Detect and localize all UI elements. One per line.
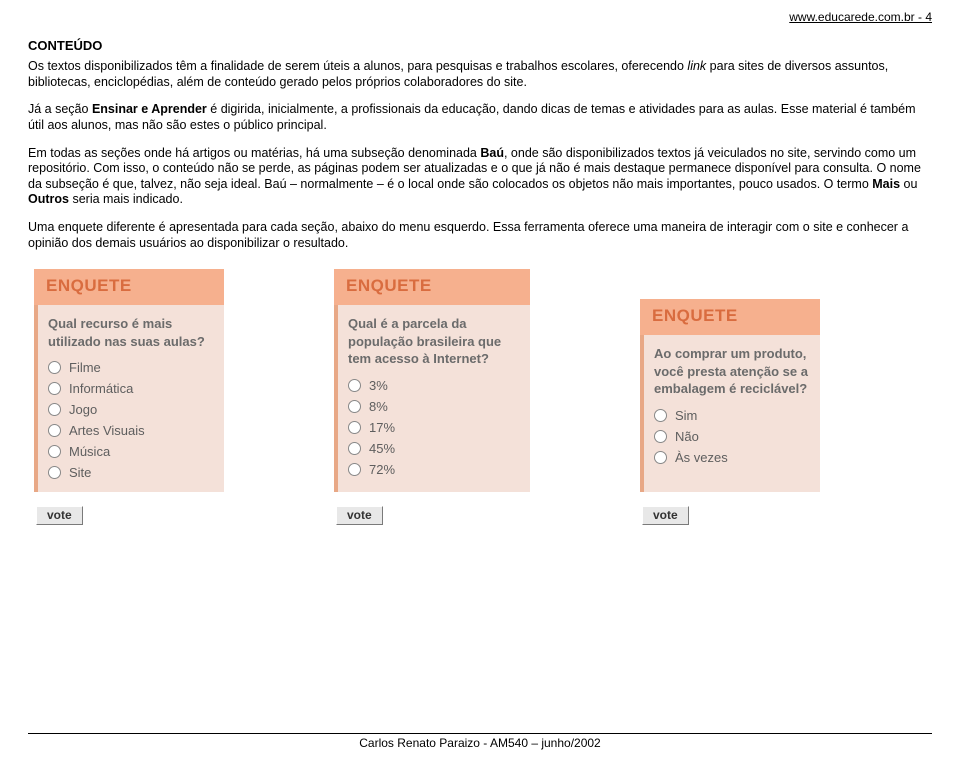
- enquete-body: Qual é a parcela da população brasileira…: [334, 305, 530, 492]
- radio-icon[interactable]: [654, 409, 667, 422]
- option-row[interactable]: Às vezes: [654, 450, 810, 465]
- radio-icon[interactable]: [654, 451, 667, 464]
- radio-icon[interactable]: [348, 379, 361, 392]
- option-label: Filme: [69, 360, 101, 375]
- radio-icon[interactable]: [654, 430, 667, 443]
- radio-icon[interactable]: [348, 442, 361, 455]
- radio-icon[interactable]: [348, 463, 361, 476]
- enquete-question: Qual recurso é mais utilizado nas suas a…: [48, 315, 214, 350]
- radio-icon[interactable]: [48, 424, 61, 437]
- enquete-box-1: ENQUETE Qual recurso é mais utilizado na…: [34, 269, 224, 525]
- enquete-header: ENQUETE: [34, 269, 224, 305]
- p2-text-a: Já a seção: [28, 102, 92, 116]
- radio-icon[interactable]: [48, 445, 61, 458]
- option-label: Não: [675, 429, 699, 444]
- page-footer: Carlos Renato Paraizo - AM540 – junho/20…: [28, 733, 932, 750]
- option-label: Informática: [69, 381, 133, 396]
- radio-icon[interactable]: [48, 403, 61, 416]
- p3-text-d: seria mais indicado.: [69, 192, 183, 206]
- option-label: 72%: [369, 462, 395, 477]
- option-label: Jogo: [69, 402, 97, 417]
- option-row[interactable]: Site: [48, 465, 214, 480]
- option-row[interactable]: Filme: [48, 360, 214, 375]
- paragraph-1: Os textos disponibilizados têm a finalid…: [28, 59, 932, 90]
- p3-text-a: Em todas as seções onde há artigos ou ma…: [28, 146, 480, 160]
- enquete-header: ENQUETE: [334, 269, 530, 305]
- option-label: 45%: [369, 441, 395, 456]
- radio-icon[interactable]: [348, 421, 361, 434]
- enquete-options: Filme Informática Jogo Artes Visuais Mús…: [48, 360, 214, 480]
- vote-button[interactable]: vote: [336, 506, 383, 525]
- vote-wrap: vote: [640, 506, 820, 525]
- p3-bold-2: Mais: [872, 177, 900, 191]
- vote-wrap: vote: [334, 506, 530, 525]
- enquetes-row: ENQUETE Qual recurso é mais utilizado na…: [28, 269, 932, 525]
- enquete-question: Qual é a parcela da população brasileira…: [348, 315, 520, 368]
- p3-text-c: ou: [900, 177, 917, 191]
- enquete-box-3: ENQUETE Ao comprar um produto, você pres…: [640, 299, 820, 525]
- option-label: 17%: [369, 420, 395, 435]
- enquete-header: ENQUETE: [640, 299, 820, 335]
- option-row[interactable]: Sim: [654, 408, 810, 423]
- vote-button[interactable]: vote: [642, 506, 689, 525]
- option-label: 3%: [369, 378, 388, 393]
- option-row[interactable]: 45%: [348, 441, 520, 456]
- enquete-body: Qual recurso é mais utilizado nas suas a…: [34, 305, 224, 492]
- radio-icon[interactable]: [48, 361, 61, 374]
- enquete-options: Sim Não Às vezes: [654, 408, 810, 465]
- p3-bold-1: Baú: [480, 146, 504, 160]
- option-label: Às vezes: [675, 450, 728, 465]
- enquete-header-label: ENQUETE: [652, 306, 738, 325]
- radio-icon[interactable]: [348, 400, 361, 413]
- option-row[interactable]: 3%: [348, 378, 520, 393]
- paragraph-4: Uma enquete diferente é apresentada para…: [28, 220, 932, 251]
- option-row[interactable]: Música: [48, 444, 214, 459]
- option-row[interactable]: Jogo: [48, 402, 214, 417]
- option-row[interactable]: Artes Visuais: [48, 423, 214, 438]
- option-label: Música: [69, 444, 110, 459]
- enquete-options: 3% 8% 17% 45% 72%: [348, 378, 520, 477]
- option-row[interactable]: 72%: [348, 462, 520, 477]
- option-row[interactable]: Informática: [48, 381, 214, 396]
- enquete-header-label: ENQUETE: [346, 276, 432, 295]
- paragraph-2: Já a seção Ensinar e Aprender é digirida…: [28, 102, 932, 133]
- p3-bold-3: Outros: [28, 192, 69, 206]
- radio-icon[interactable]: [48, 466, 61, 479]
- option-row[interactable]: Não: [654, 429, 810, 444]
- option-row[interactable]: 8%: [348, 399, 520, 414]
- option-label: Site: [69, 465, 91, 480]
- vote-wrap: vote: [34, 506, 224, 525]
- enquete-box-2: ENQUETE Qual é a parcela da população br…: [334, 269, 530, 525]
- p1-link: link: [687, 59, 706, 73]
- p1-text-a: Os textos disponibilizados têm a finalid…: [28, 59, 687, 73]
- option-label: Artes Visuais: [69, 423, 145, 438]
- option-label: 8%: [369, 399, 388, 414]
- option-row[interactable]: 17%: [348, 420, 520, 435]
- page-url-header: www.educarede.com.br - 4: [28, 10, 932, 24]
- p2-bold: Ensinar e Aprender: [92, 102, 207, 116]
- radio-icon[interactable]: [48, 382, 61, 395]
- enquete-header-label: ENQUETE: [46, 276, 132, 295]
- enquete-question: Ao comprar um produto, você presta atenç…: [654, 345, 810, 398]
- paragraph-3: Em todas as seções onde há artigos ou ma…: [28, 146, 932, 209]
- vote-button[interactable]: vote: [36, 506, 83, 525]
- section-title: CONTEÚDO: [28, 38, 932, 53]
- option-label: Sim: [675, 408, 697, 423]
- enquete-body: Ao comprar um produto, você presta atenç…: [640, 335, 820, 492]
